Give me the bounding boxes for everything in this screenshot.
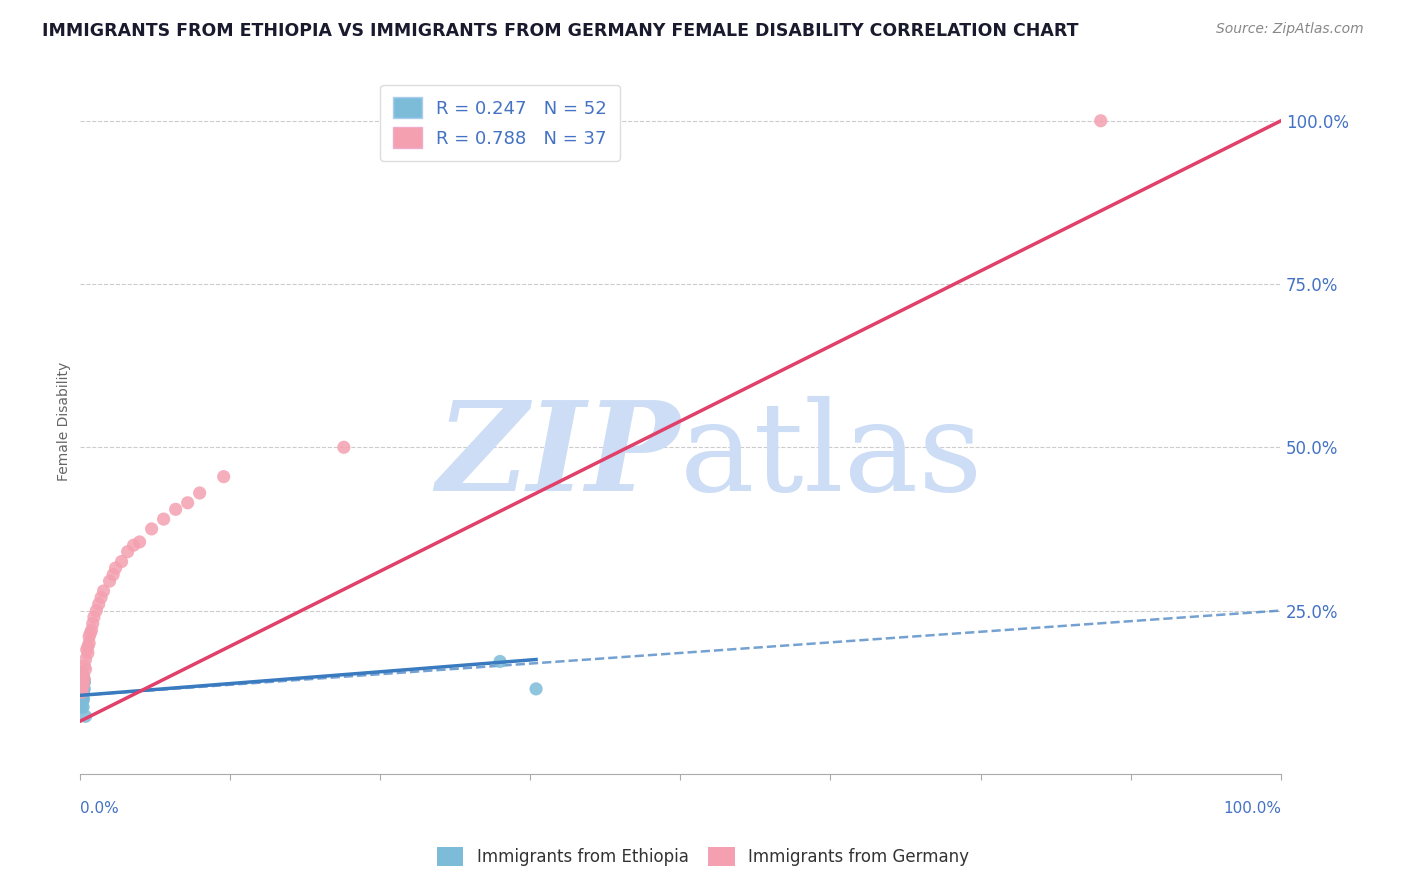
Point	[72, 679, 94, 693]
Point	[70, 665, 93, 680]
Text: atlas: atlas	[681, 396, 984, 517]
Point	[86, 603, 108, 617]
Text: IMMIGRANTS FROM ETHIOPIA VS IMMIGRANTS FROM GERMANY FEMALE DISABILITY CORRELATIO: IMMIGRANTS FROM ETHIOPIA VS IMMIGRANTS F…	[42, 22, 1078, 40]
Point	[69, 698, 91, 713]
Point	[70, 690, 93, 704]
Point	[70, 681, 93, 696]
Text: ZIP: ZIP	[436, 396, 681, 517]
Point	[69, 691, 91, 706]
Point	[76, 642, 98, 657]
Point	[70, 681, 93, 695]
Point	[72, 679, 94, 693]
Point	[72, 679, 94, 693]
Point	[110, 555, 132, 569]
Point	[70, 681, 93, 695]
Point	[69, 689, 91, 703]
Legend: R = 0.247   N = 52, R = 0.788   N = 37: R = 0.247 N = 52, R = 0.788 N = 37	[381, 85, 620, 161]
Point	[72, 676, 94, 690]
Point	[176, 496, 198, 510]
Point	[73, 681, 96, 696]
Point	[72, 681, 94, 696]
Point	[69, 667, 91, 681]
Point	[72, 687, 94, 701]
Point	[141, 522, 163, 536]
Point	[70, 690, 93, 704]
Point	[98, 574, 121, 589]
Point	[70, 695, 93, 709]
Point	[333, 440, 356, 454]
Point	[77, 640, 100, 654]
Point	[69, 685, 91, 699]
Point	[122, 538, 145, 552]
Point	[72, 679, 94, 693]
Point	[73, 659, 96, 673]
Point	[72, 670, 94, 684]
Point	[93, 583, 115, 598]
Point	[70, 676, 93, 690]
Point	[83, 610, 105, 624]
Point	[90, 591, 112, 605]
Point	[69, 675, 91, 690]
Point	[69, 696, 91, 710]
Point	[524, 681, 547, 696]
Point	[70, 672, 93, 686]
Point	[73, 675, 96, 690]
Point	[165, 502, 187, 516]
Point	[70, 685, 93, 699]
Point	[82, 616, 104, 631]
Point	[72, 669, 94, 683]
Point	[72, 669, 94, 683]
Point	[70, 681, 93, 696]
Point	[72, 700, 94, 714]
Point	[72, 687, 94, 701]
Point	[70, 672, 93, 686]
Point	[72, 691, 94, 706]
Point	[72, 683, 94, 698]
Y-axis label: Female Disability: Female Disability	[58, 361, 72, 481]
Point	[75, 662, 97, 676]
Point	[70, 670, 93, 684]
Point	[75, 652, 97, 666]
Point	[69, 689, 91, 703]
Legend: Immigrants from Ethiopia, Immigrants from Germany: Immigrants from Ethiopia, Immigrants fro…	[429, 838, 977, 875]
Point	[104, 561, 127, 575]
Point	[69, 690, 91, 704]
Point	[152, 512, 174, 526]
Point	[75, 709, 97, 723]
Point	[87, 597, 110, 611]
Text: 0.0%: 0.0%	[80, 801, 118, 815]
Point	[117, 545, 139, 559]
Text: Source: ZipAtlas.com: Source: ZipAtlas.com	[1216, 22, 1364, 37]
Point	[72, 685, 94, 699]
Point	[70, 693, 93, 707]
Text: 100.0%: 100.0%	[1223, 801, 1281, 815]
Point	[70, 700, 93, 714]
Point	[77, 646, 100, 660]
Point	[70, 672, 93, 686]
Point	[72, 669, 94, 683]
Point	[73, 672, 96, 686]
Point	[70, 689, 93, 703]
Point	[70, 676, 93, 690]
Point	[69, 676, 91, 690]
Point	[79, 626, 101, 640]
Point	[72, 675, 94, 690]
Point	[212, 469, 235, 483]
Point	[72, 693, 94, 707]
Point	[128, 535, 150, 549]
Point	[69, 670, 91, 684]
Point	[1090, 113, 1112, 128]
Point	[70, 681, 93, 696]
Point	[70, 675, 93, 690]
Point	[69, 683, 91, 698]
Point	[188, 486, 211, 500]
Point	[80, 623, 103, 637]
Point	[101, 567, 124, 582]
Point	[73, 674, 96, 689]
Point	[489, 655, 512, 669]
Point	[77, 636, 100, 650]
Point	[77, 630, 100, 644]
Point	[72, 691, 94, 706]
